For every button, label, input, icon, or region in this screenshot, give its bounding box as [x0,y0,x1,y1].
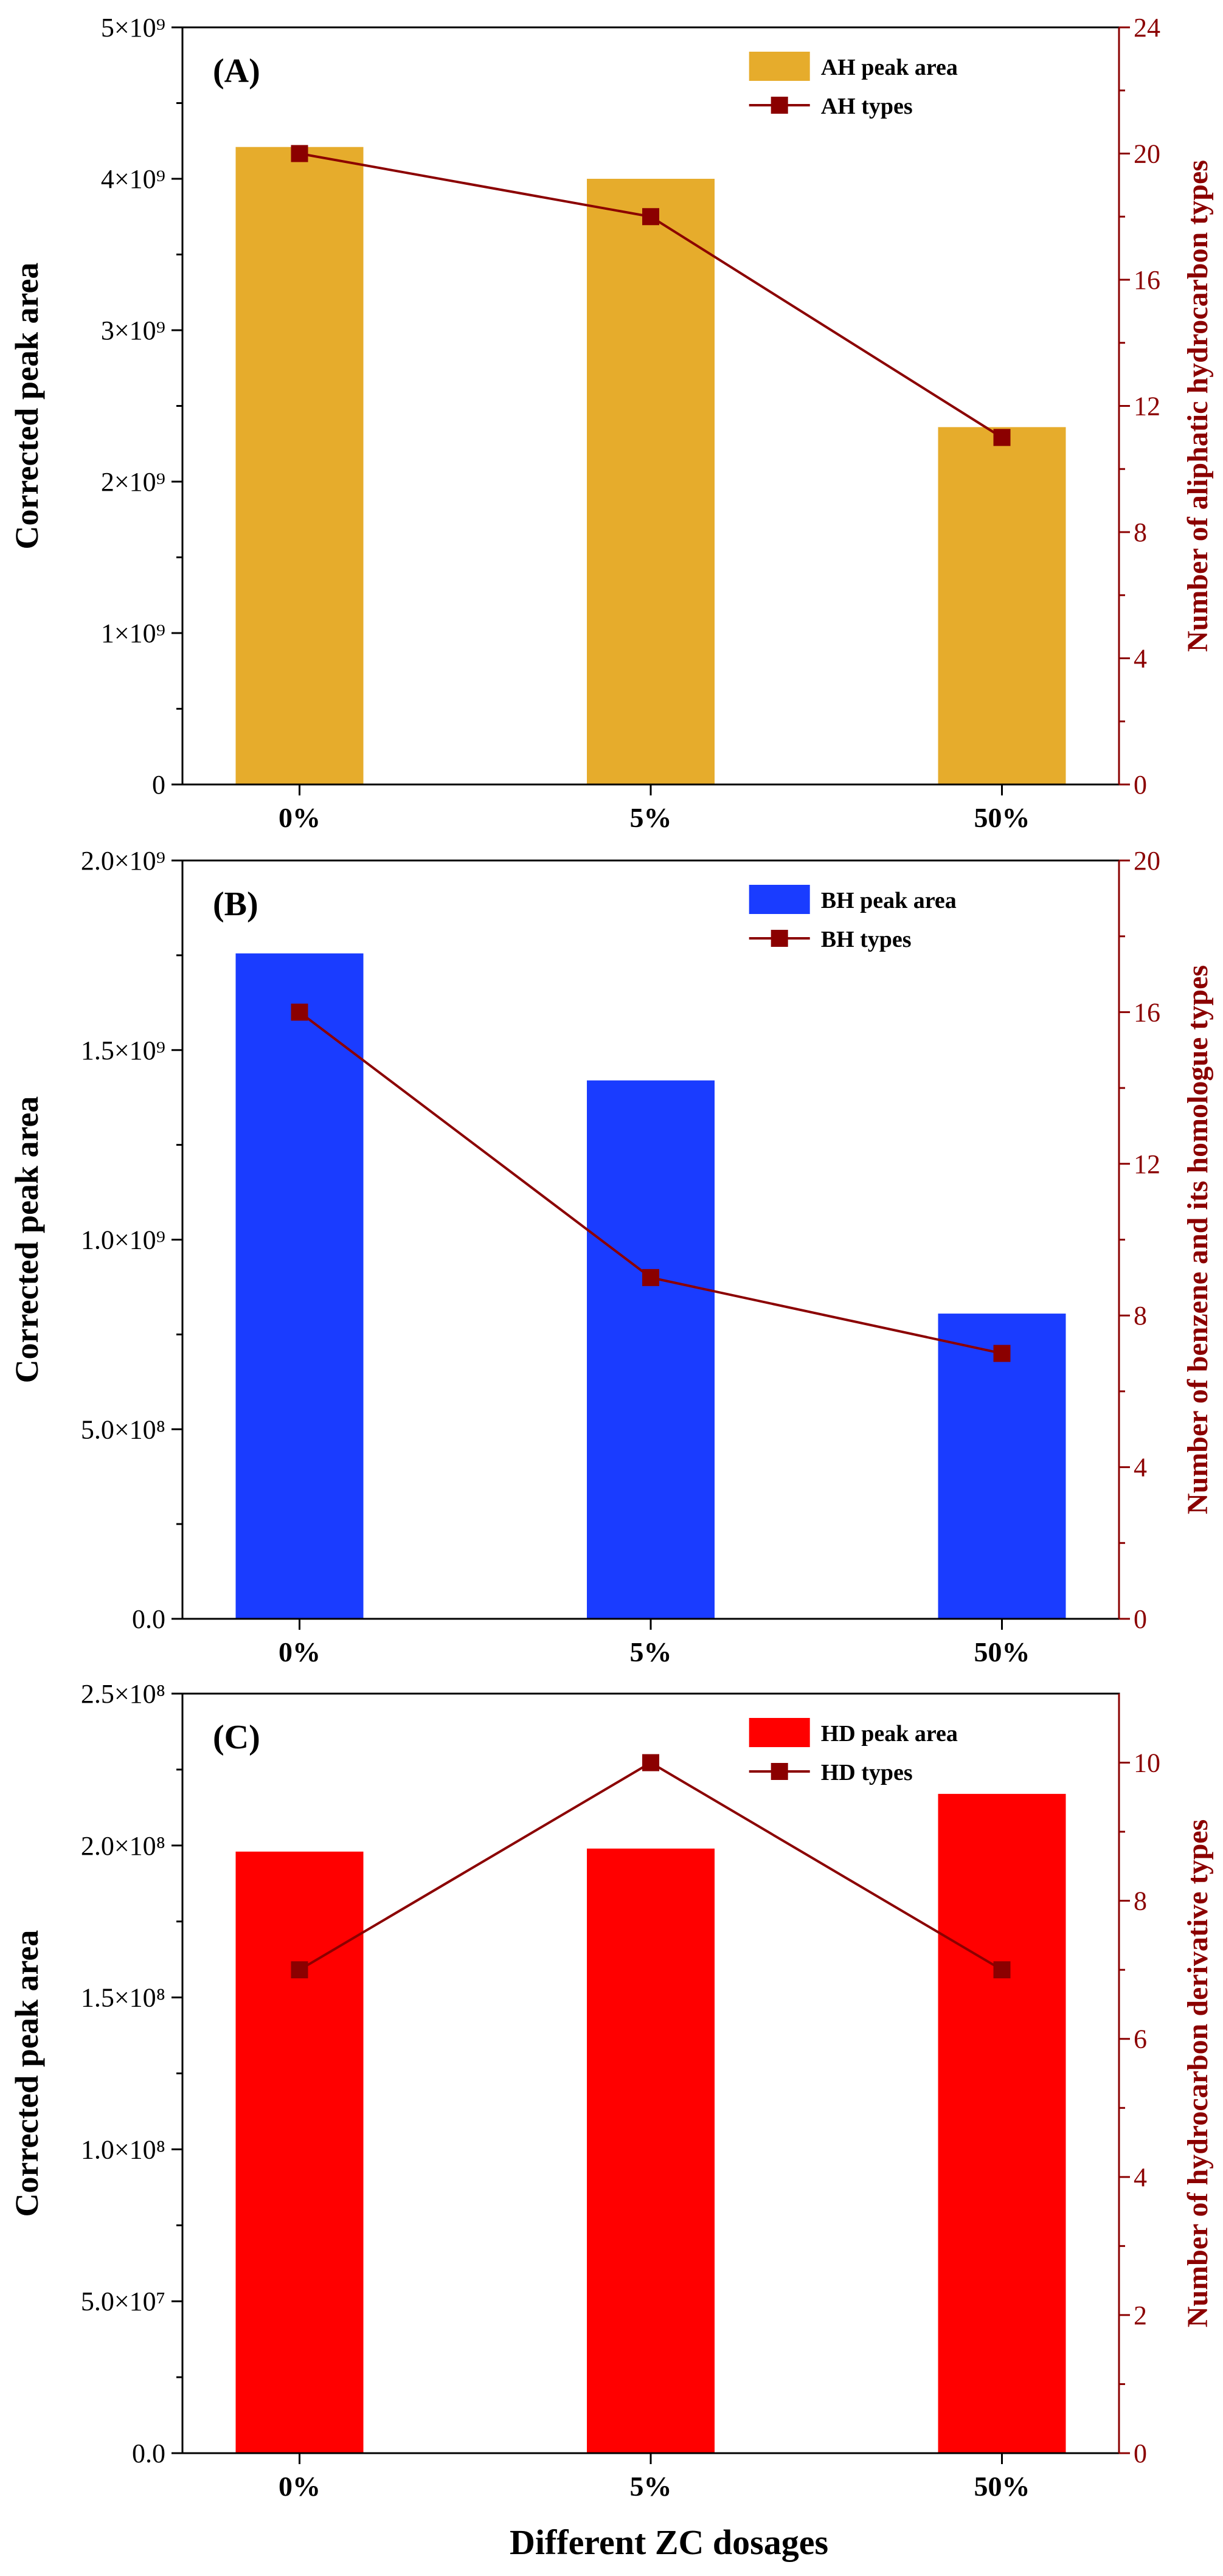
legend: HD peak area HD types [749,1718,958,1785]
legend-label-line: BH types [821,927,912,952]
line-point-50pct [993,1961,1011,1979]
legend-swatch-bar [749,1718,810,1747]
x-tick-label: 5% [630,2471,672,2502]
x-tick-label: 50% [974,2471,1030,2502]
y2-tick-label: 4 [1134,1453,1147,1483]
legend-swatch-bar [749,52,810,81]
y2-tick-label: 4 [1134,644,1147,674]
y-tick-label: 1.5×10⁸ [81,1983,165,2013]
y2-tick-label: 0 [1134,1604,1147,1634]
y-axis-title: Corrected peak area [9,1930,45,2217]
line-point-50pct [993,1345,1011,1362]
legend: AH peak area AH types [749,52,958,119]
y-tick-label: 5×10⁹ [101,13,165,43]
x-axis-title: Different ZC dosages [510,2522,828,2562]
y2-axis-title: Number of hydrocarbon derivative types [1182,1819,1214,2328]
y2-tick-label: 24 [1134,13,1160,43]
y2-axis-title: Number of aliphatic hydrocarbon types [1182,160,1214,652]
y-tick-label: 1.0×10⁸ [81,2135,165,2164]
y-tick-label: 0.0 [132,2439,165,2468]
y-tick-label: 1.5×10⁹ [81,1036,165,1065]
chart-panel-2: 0.0 5.0×10⁸ 1.0×10⁹ 1.5×10⁹ 2.0×10⁹ 0 4 8 12 16 20… [9,846,1214,1667]
x-tick-label: 5% [630,802,672,833]
y2-tick-label: 12 [1134,1149,1160,1179]
legend-label-line: AH types [821,94,913,119]
bar-0pct [235,953,364,1619]
y2-tick-label: 16 [1134,997,1160,1027]
line-point-0pct [291,1961,308,1979]
legend-swatch-marker [771,97,788,114]
line-point-5pct [642,1269,659,1286]
legend-swatch-marker [771,930,788,947]
y2-tick-label: 20 [1134,139,1160,169]
bar-5pct [587,1848,715,2453]
bar-5pct [587,179,715,784]
panel-label: (A) [213,52,260,90]
y2-tick-label: 20 [1134,846,1160,876]
line-point-0pct [291,145,308,162]
y2-tick-label: 6 [1134,2024,1147,2054]
legend-swatch-marker [771,1763,788,1780]
y-tick-label: 1.0×10⁹ [81,1225,165,1255]
bar-50pct [938,1314,1066,1619]
y-tick-label: 2×10⁹ [101,467,165,497]
y2-tick-label: 8 [1134,1886,1147,1916]
panel-label: (B) [213,885,258,923]
y-tick-label: 5.0×10⁷ [81,2287,165,2316]
y-tick-label: 2.0×10⁸ [81,1831,165,1861]
bar-0pct [235,1851,364,2453]
chart-panel-1: 0 1×10⁹ 2×10⁹ 3×10⁹ 4×10⁹ 5×10⁹ 0 4 8 12 16 20 24 0% 5… [9,13,1214,833]
y2-tick-label: 16 [1134,265,1160,295]
y2-tick-label: 0 [1134,770,1147,800]
y-tick-label: 2.5×10⁸ [81,1679,165,1709]
panel-label: (C) [213,1719,260,1756]
line-point-5pct [642,208,659,226]
bar-5pct [587,1080,715,1619]
x-tick-label: 0% [279,1636,320,1667]
legend-swatch-bar [749,885,810,914]
x-tick-label: 5% [630,1636,672,1667]
y-axis-title: Corrected peak area [9,1096,45,1383]
line-point-5pct [642,1754,659,1771]
y-tick-label: 0 [152,770,165,800]
y2-tick-label: 8 [1134,518,1147,547]
x-tick-label: 50% [974,802,1030,833]
y-tick-label: 5.0×10⁸ [81,1414,165,1444]
y2-tick-label: 8 [1134,1301,1147,1331]
line-point-0pct [291,1003,308,1021]
bar-0pct [235,147,364,785]
bar-50pct [938,1793,1066,2453]
legend-label-bar: AH peak area [821,55,958,80]
y2-tick-label: 12 [1134,392,1160,421]
y2-axis-title: Number of benzene and its homologue type… [1182,965,1214,1514]
y-axis-title: Corrected peak area [9,263,45,550]
y-tick-label: 2.0×10⁹ [81,846,165,876]
legend-label-line: HD types [821,1760,913,1785]
y2-tick-label: 2 [1134,2301,1147,2330]
y-tick-label: 4×10⁹ [101,164,165,194]
y-tick-label: 1×10⁹ [101,618,165,648]
x-tick-label: 0% [279,2471,320,2502]
x-tick-label: 0% [279,802,320,833]
y-tick-label: 3×10⁹ [101,316,165,345]
legend: BH peak area BH types [749,885,957,952]
bar-50pct [938,427,1066,784]
legend-label-bar: BH peak area [821,888,957,913]
y-tick-label: 0.0 [132,1604,165,1634]
legend-label-bar: HD peak area [821,1721,958,1747]
y2-tick-label: 0 [1134,2439,1147,2468]
line-point-50pct [993,429,1011,446]
y2-tick-label: 4 [1134,2162,1147,2192]
x-tick-label: 50% [974,1636,1030,1667]
chart-panel-3: 0.0 5.0×10⁷ 1.0×10⁸ 1.5×10⁸ 2.0×10⁸ 2.5×10⁸ 0 2… [9,1679,1214,2502]
y2-tick-label: 10 [1134,1748,1160,1778]
